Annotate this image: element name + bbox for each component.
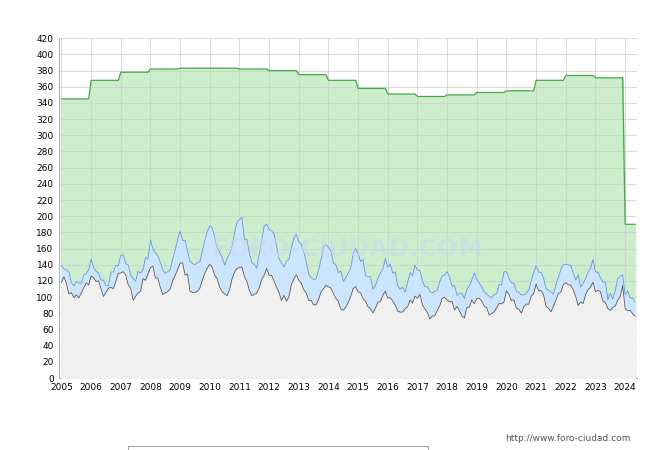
Text: http://www.foro-ciudad.com: http://www.foro-ciudad.com (505, 434, 630, 443)
Text: FORO-CIUDAD.COM: FORO-CIUDAD.COM (212, 237, 484, 261)
Text: Marçà - Evolucion de la poblacion en edad de Trabajar Mayo de 2024: Marçà - Evolucion de la poblacion en eda… (95, 10, 555, 23)
Legend: Ocupados, Parados, Hab. entre 16-64: Ocupados, Parados, Hab. entre 16-64 (128, 446, 428, 450)
